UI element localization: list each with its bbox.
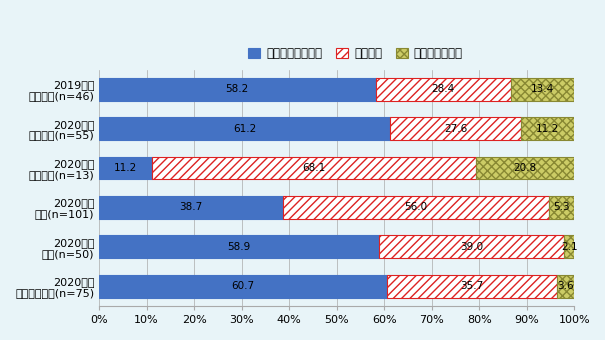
Text: 39.0: 39.0 <box>460 242 483 252</box>
Text: 2.1: 2.1 <box>561 242 578 252</box>
Bar <box>99 235 379 258</box>
Bar <box>379 235 564 258</box>
Text: 56.0: 56.0 <box>404 202 428 212</box>
Text: 38.7: 38.7 <box>179 202 203 212</box>
Text: 11.2: 11.2 <box>114 163 137 173</box>
Bar <box>152 157 476 180</box>
Text: 13.4: 13.4 <box>531 84 554 94</box>
Text: 61.2: 61.2 <box>233 124 256 134</box>
Bar <box>549 196 574 219</box>
Text: 27.6: 27.6 <box>443 124 467 134</box>
Bar <box>476 157 575 180</box>
Text: 5.3: 5.3 <box>554 202 570 212</box>
Text: 20.8: 20.8 <box>514 163 537 173</box>
Legend: 現地進出日系企業, 地場企業, その他外資企業: 現地進出日系企業, 地場企業, その他外資企業 <box>244 42 468 65</box>
Bar <box>99 157 152 180</box>
Bar <box>557 275 574 298</box>
Text: 68.1: 68.1 <box>302 163 325 173</box>
Text: 28.4: 28.4 <box>431 84 454 94</box>
Bar <box>564 235 574 258</box>
Text: 58.9: 58.9 <box>227 242 250 252</box>
Bar <box>99 78 376 101</box>
Text: 3.6: 3.6 <box>557 281 574 291</box>
Text: 58.2: 58.2 <box>226 84 249 94</box>
Bar <box>99 275 387 298</box>
Bar <box>376 78 511 101</box>
Bar <box>511 78 574 101</box>
Bar <box>283 196 549 219</box>
Bar <box>521 117 574 140</box>
Bar <box>390 117 521 140</box>
Text: 11.2: 11.2 <box>536 124 559 134</box>
Bar <box>99 117 390 140</box>
Bar <box>387 275 557 298</box>
Bar <box>99 196 283 219</box>
Text: 60.7: 60.7 <box>232 281 255 291</box>
Text: 35.7: 35.7 <box>460 281 484 291</box>
